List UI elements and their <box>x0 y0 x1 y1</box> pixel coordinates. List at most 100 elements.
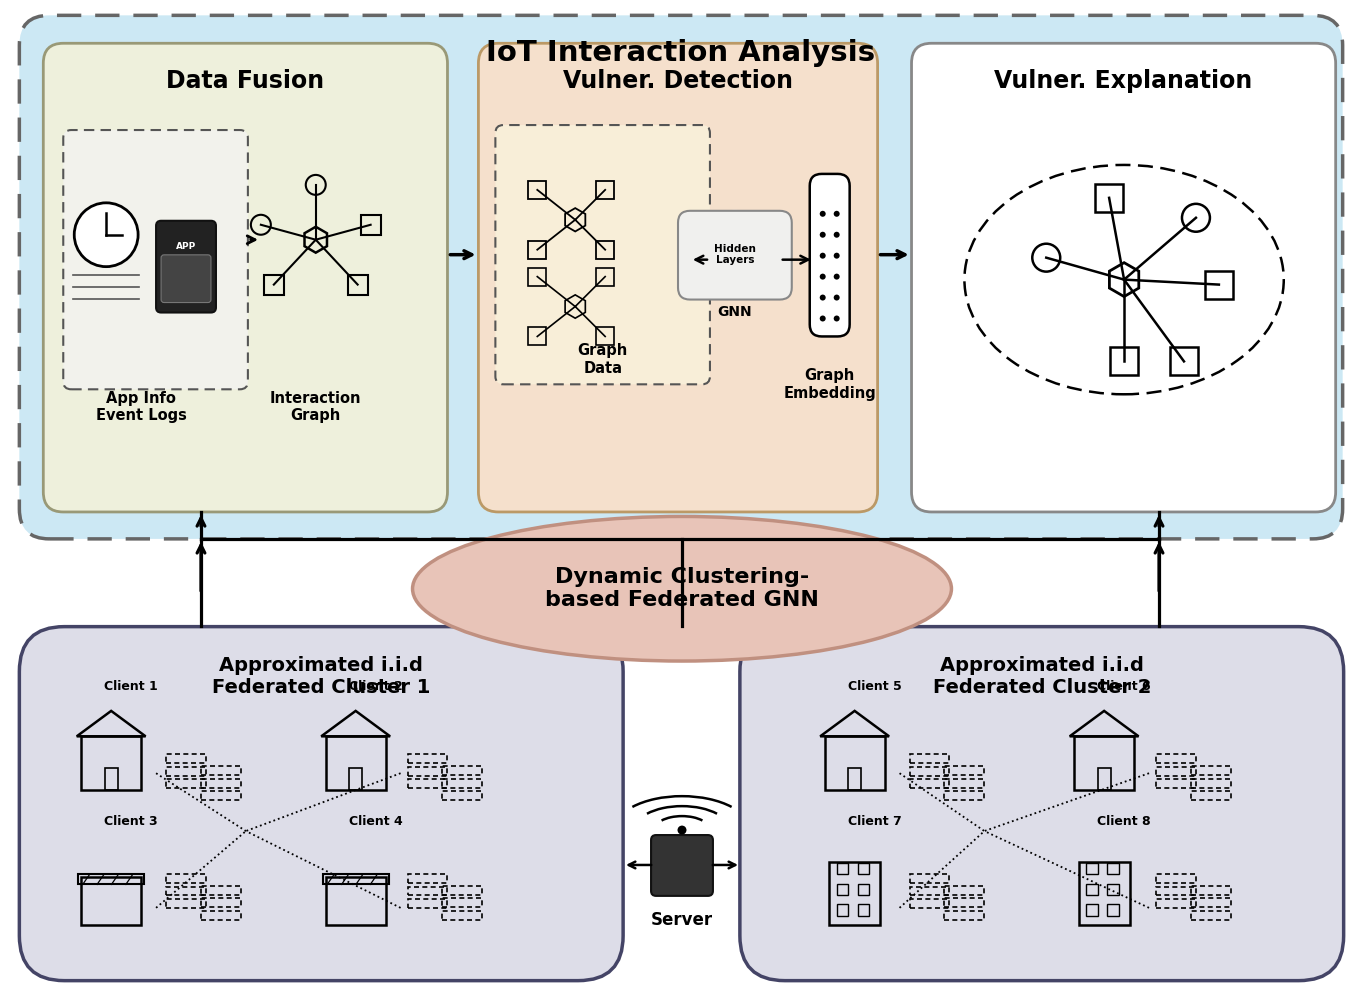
Text: Dynamic Clustering-
based Federated GNN: Dynamic Clustering- based Federated GNN <box>545 568 819 610</box>
Bar <box>407 874 448 883</box>
Text: Client 1: Client 1 <box>105 681 158 694</box>
Bar <box>443 779 482 788</box>
FancyBboxPatch shape <box>44 44 448 512</box>
Bar <box>849 767 861 790</box>
Bar <box>166 887 206 896</box>
Bar <box>858 863 869 874</box>
Bar <box>82 737 142 790</box>
Text: Interaction
Graph: Interaction Graph <box>270 391 361 423</box>
Bar <box>443 791 482 800</box>
Circle shape <box>820 294 825 300</box>
Text: APP: APP <box>176 242 196 250</box>
Bar <box>944 911 985 919</box>
FancyBboxPatch shape <box>19 15 1343 539</box>
FancyBboxPatch shape <box>478 44 877 512</box>
Bar <box>944 886 985 895</box>
Circle shape <box>820 232 825 238</box>
Text: IoT Interaction Analysis: IoT Interaction Analysis <box>486 39 876 68</box>
Bar <box>1156 779 1196 788</box>
Bar <box>528 241 546 258</box>
Text: App Info
Event Logs: App Info Event Logs <box>95 391 187 423</box>
Bar <box>443 911 482 919</box>
Bar <box>528 327 546 346</box>
Bar <box>202 899 241 908</box>
Text: GNN: GNN <box>718 304 752 318</box>
Bar <box>349 767 362 790</box>
Bar <box>910 754 949 763</box>
Bar <box>944 791 985 800</box>
Text: Client 3: Client 3 <box>105 815 158 828</box>
FancyBboxPatch shape <box>19 626 624 981</box>
Bar <box>910 887 949 896</box>
Bar <box>597 327 614 346</box>
Bar <box>1098 767 1111 790</box>
Bar <box>326 877 385 924</box>
Bar <box>443 886 482 895</box>
Bar <box>944 779 985 788</box>
Circle shape <box>834 315 840 321</box>
Bar <box>1156 766 1196 776</box>
Text: Client 2: Client 2 <box>349 681 403 694</box>
Bar <box>910 766 949 776</box>
Circle shape <box>834 252 840 258</box>
Bar <box>202 779 241 788</box>
Circle shape <box>820 211 825 217</box>
FancyBboxPatch shape <box>63 130 248 390</box>
Bar <box>1156 754 1196 763</box>
Bar <box>407 887 448 896</box>
Bar <box>105 767 117 790</box>
Circle shape <box>820 273 825 279</box>
Bar <box>1190 899 1231 908</box>
Bar <box>1190 886 1231 895</box>
FancyBboxPatch shape <box>911 44 1336 512</box>
Bar <box>1190 766 1231 775</box>
Text: Graph
Embedding: Graph Embedding <box>783 368 876 401</box>
Bar <box>836 863 849 874</box>
Circle shape <box>692 220 742 269</box>
Bar <box>166 779 206 788</box>
Bar <box>361 215 380 235</box>
Text: Client 8: Client 8 <box>1098 815 1151 828</box>
Circle shape <box>834 211 840 217</box>
Circle shape <box>834 232 840 238</box>
Bar <box>347 274 368 294</box>
Circle shape <box>834 294 840 300</box>
Bar <box>202 766 241 775</box>
Bar <box>528 181 546 199</box>
Bar <box>1086 884 1098 895</box>
FancyBboxPatch shape <box>740 626 1344 981</box>
Bar <box>910 779 949 788</box>
Circle shape <box>727 220 778 269</box>
Bar <box>597 241 614 258</box>
Bar <box>944 899 985 908</box>
Bar <box>1086 905 1098 915</box>
Bar <box>82 877 142 924</box>
Bar <box>1205 270 1233 298</box>
Bar <box>323 874 388 885</box>
Bar <box>443 766 482 775</box>
FancyBboxPatch shape <box>161 254 211 302</box>
Bar <box>166 899 206 908</box>
FancyBboxPatch shape <box>810 174 850 336</box>
FancyBboxPatch shape <box>651 835 712 896</box>
Bar <box>1086 863 1098 874</box>
Bar <box>407 779 448 788</box>
Circle shape <box>834 273 840 279</box>
Circle shape <box>820 315 825 321</box>
Bar <box>326 737 385 790</box>
Bar <box>1156 887 1196 896</box>
Bar <box>166 754 206 763</box>
Bar <box>1170 348 1199 376</box>
Bar <box>597 181 614 199</box>
Text: Client 6: Client 6 <box>1098 681 1151 694</box>
Bar <box>166 874 206 883</box>
Bar <box>1110 348 1139 376</box>
Bar <box>858 884 869 895</box>
Bar <box>1075 737 1135 790</box>
Bar <box>1107 884 1118 895</box>
Bar <box>407 899 448 908</box>
Bar <box>1107 905 1118 915</box>
Bar <box>1190 911 1231 919</box>
FancyBboxPatch shape <box>678 211 791 299</box>
Bar <box>1156 874 1196 883</box>
